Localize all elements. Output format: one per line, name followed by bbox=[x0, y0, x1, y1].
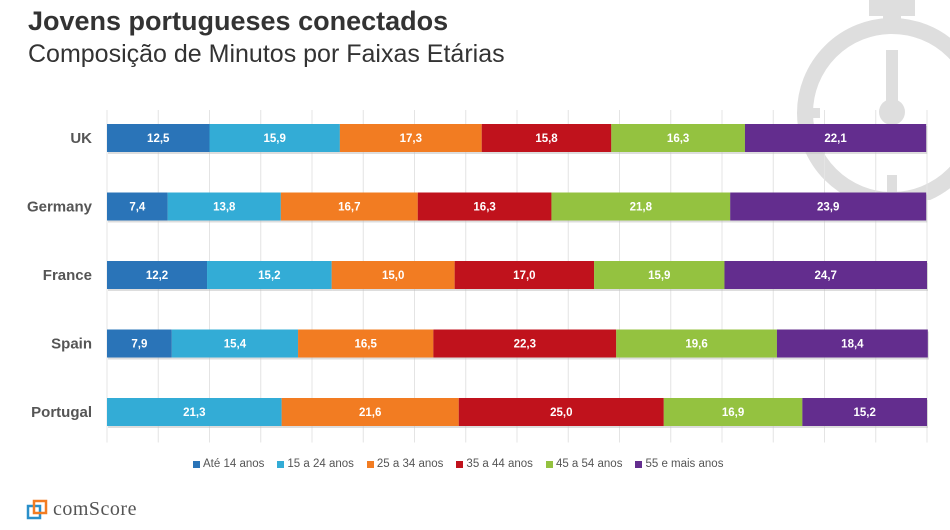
bar-segment bbox=[744, 124, 927, 152]
bar-segment bbox=[454, 261, 595, 289]
bar-segment bbox=[107, 398, 282, 426]
bar-segment bbox=[663, 398, 803, 426]
data-label: 12,2 bbox=[146, 270, 168, 282]
data-label: 15,2 bbox=[853, 407, 875, 419]
legend-item: 55 e mais anos bbox=[635, 458, 723, 470]
bar-segment bbox=[331, 261, 455, 289]
legend-swatch bbox=[456, 460, 464, 468]
bar-segment bbox=[280, 192, 418, 221]
legend-item: 35 a 44 anos bbox=[456, 458, 533, 470]
bar-segment bbox=[281, 398, 459, 426]
data-label: 17,3 bbox=[400, 133, 422, 145]
bar-segment bbox=[433, 329, 617, 358]
legend-label: Até 14 anos bbox=[203, 458, 265, 470]
data-label: 15,8 bbox=[535, 133, 558, 145]
data-label: 23,9 bbox=[817, 202, 839, 214]
comscore-logo: comScore bbox=[26, 498, 137, 521]
legend-swatch bbox=[193, 460, 200, 468]
bar-segment bbox=[802, 398, 927, 426]
bar-segment bbox=[207, 261, 332, 289]
data-label: 22,3 bbox=[514, 339, 536, 351]
data-label: 17,0 bbox=[513, 270, 535, 282]
data-label: 16,3 bbox=[667, 133, 689, 145]
category-label: Portugal bbox=[31, 404, 92, 421]
legend-swatch bbox=[366, 460, 374, 468]
data-label: 12,5 bbox=[147, 133, 170, 145]
stopwatch-icon bbox=[797, 0, 950, 200]
legend-swatch bbox=[545, 460, 553, 468]
legend-item: Até 14 anos bbox=[193, 458, 264, 470]
data-label: 19,6 bbox=[685, 339, 707, 351]
bar-segment bbox=[107, 192, 168, 221]
data-label: 13,8 bbox=[213, 202, 236, 214]
bar-segment bbox=[730, 192, 927, 221]
chart-title: Jovens portugueses conectados bbox=[28, 6, 449, 36]
data-label: 24,7 bbox=[815, 270, 837, 282]
legend-swatch bbox=[277, 460, 285, 468]
comscore-cube-logo-icon bbox=[26, 499, 48, 519]
legend-label: 35 a 44 anos bbox=[466, 458, 533, 470]
bar-segment bbox=[724, 261, 927, 289]
data-label: 18,4 bbox=[841, 339, 864, 351]
data-label: 15,9 bbox=[648, 270, 670, 282]
data-label: 25,0 bbox=[550, 407, 572, 419]
legend-swatch bbox=[635, 460, 643, 468]
data-label: 15,9 bbox=[263, 133, 285, 145]
bar-segment bbox=[107, 124, 210, 152]
bar-segment bbox=[107, 329, 172, 358]
legend-label: 45 a 54 anos bbox=[555, 458, 623, 470]
bar-segment bbox=[417, 192, 552, 221]
category-label: Spain bbox=[51, 336, 92, 353]
stacked-bar-chart: UK 12,5 15,9 17,3 15,8 16,3 22,1 Germany 7,4 13,8… bbox=[27, 110, 929, 443]
data-label: 21,6 bbox=[359, 407, 381, 419]
logo-text: comScore bbox=[53, 498, 137, 520]
data-label: 16,5 bbox=[355, 339, 378, 351]
bar-segment bbox=[339, 124, 482, 152]
legend-label: 55 e mais anos bbox=[645, 458, 724, 470]
data-label: 16,9 bbox=[722, 407, 744, 419]
data-label: 21,8 bbox=[630, 202, 653, 214]
legend-item: 25 a 34 anos bbox=[366, 458, 444, 470]
bar-segment bbox=[594, 261, 725, 289]
bar-segment bbox=[551, 192, 731, 221]
data-label: 16,3 bbox=[473, 202, 495, 214]
bar-segment bbox=[107, 261, 208, 289]
bar-segment bbox=[611, 124, 745, 152]
legend-item: 15 a 24 anos bbox=[277, 458, 354, 470]
legend-item: 45 a 54 anos bbox=[545, 458, 623, 470]
category-label: UK bbox=[70, 130, 92, 147]
chart-subtitle: Composição de Minutos por Faixas Etárias bbox=[28, 40, 505, 68]
data-label: 22,1 bbox=[824, 133, 847, 145]
bar-segment bbox=[171, 329, 299, 358]
data-label: 16,7 bbox=[338, 202, 360, 214]
data-label: 7,9 bbox=[131, 339, 147, 351]
data-label: 15,2 bbox=[258, 270, 280, 282]
data-label: 21,3 bbox=[183, 407, 205, 419]
data-label: 7,4 bbox=[129, 202, 146, 214]
bar-segment bbox=[616, 329, 777, 358]
legend-label: 15 a 24 anos bbox=[287, 458, 354, 470]
data-label: 15,4 bbox=[224, 339, 247, 351]
category-label: France bbox=[43, 267, 92, 284]
category-label: Germany bbox=[27, 199, 93, 216]
legend-label: 25 a 34 anos bbox=[376, 458, 444, 470]
bar-segment bbox=[167, 192, 281, 221]
bar-segment bbox=[298, 329, 434, 358]
legend: Até 14 anos 15 a 24 anos 25 a 34 anos 35 a … bbox=[193, 458, 723, 470]
bar-segment bbox=[458, 398, 664, 426]
bar-segment bbox=[776, 329, 928, 358]
data-label: 15,0 bbox=[382, 270, 404, 282]
bar-segment bbox=[209, 124, 340, 152]
bar-segment bbox=[481, 124, 612, 152]
